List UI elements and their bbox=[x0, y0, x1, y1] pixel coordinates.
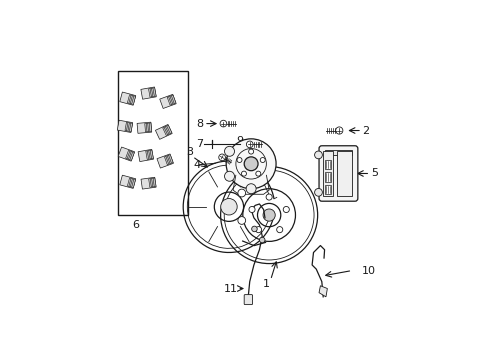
Text: 8: 8 bbox=[196, 118, 203, 129]
Polygon shape bbox=[148, 178, 156, 187]
Polygon shape bbox=[141, 87, 156, 99]
Text: 3: 3 bbox=[187, 147, 194, 157]
Circle shape bbox=[255, 226, 262, 233]
Text: 1: 1 bbox=[263, 279, 270, 289]
Circle shape bbox=[260, 158, 265, 162]
Polygon shape bbox=[127, 95, 136, 104]
Bar bbox=[118, 71, 188, 215]
Circle shape bbox=[246, 141, 253, 148]
Circle shape bbox=[237, 158, 242, 162]
Circle shape bbox=[226, 139, 276, 189]
Polygon shape bbox=[138, 149, 153, 162]
Circle shape bbox=[266, 194, 272, 200]
Circle shape bbox=[242, 171, 246, 176]
Polygon shape bbox=[125, 122, 133, 132]
Polygon shape bbox=[148, 88, 156, 97]
Circle shape bbox=[256, 171, 261, 176]
Circle shape bbox=[224, 171, 235, 181]
Circle shape bbox=[263, 209, 275, 221]
Bar bbox=[324, 150, 352, 156]
Text: 10: 10 bbox=[362, 266, 376, 276]
Polygon shape bbox=[160, 94, 176, 108]
Circle shape bbox=[219, 154, 225, 161]
Polygon shape bbox=[125, 150, 134, 161]
Circle shape bbox=[238, 189, 245, 197]
Polygon shape bbox=[319, 286, 327, 297]
Polygon shape bbox=[164, 155, 173, 165]
Polygon shape bbox=[127, 178, 136, 188]
Circle shape bbox=[244, 157, 258, 171]
Circle shape bbox=[249, 206, 255, 212]
Circle shape bbox=[259, 237, 265, 243]
Circle shape bbox=[336, 127, 343, 134]
Polygon shape bbox=[146, 150, 153, 159]
Polygon shape bbox=[117, 120, 133, 132]
Polygon shape bbox=[157, 154, 173, 168]
Text: 4: 4 bbox=[194, 160, 200, 170]
Polygon shape bbox=[137, 122, 152, 133]
Text: 11: 11 bbox=[223, 284, 237, 293]
Circle shape bbox=[277, 226, 283, 233]
Polygon shape bbox=[141, 177, 156, 189]
Circle shape bbox=[220, 198, 237, 215]
Text: 5: 5 bbox=[371, 168, 378, 179]
Polygon shape bbox=[120, 92, 136, 105]
Bar bbox=[323, 151, 333, 195]
Circle shape bbox=[224, 146, 235, 156]
Polygon shape bbox=[120, 175, 136, 188]
Bar bbox=[337, 151, 352, 196]
Circle shape bbox=[315, 151, 322, 159]
Text: 2: 2 bbox=[362, 126, 369, 135]
Polygon shape bbox=[145, 123, 152, 132]
Circle shape bbox=[220, 120, 227, 127]
Bar bbox=[325, 159, 331, 169]
FancyBboxPatch shape bbox=[244, 294, 252, 305]
Bar bbox=[325, 185, 331, 194]
Circle shape bbox=[283, 206, 289, 212]
Circle shape bbox=[252, 226, 257, 232]
Circle shape bbox=[315, 188, 322, 196]
Polygon shape bbox=[163, 125, 172, 135]
Polygon shape bbox=[167, 95, 176, 105]
Circle shape bbox=[246, 184, 256, 194]
Polygon shape bbox=[118, 147, 135, 161]
Text: 6: 6 bbox=[133, 220, 140, 230]
FancyBboxPatch shape bbox=[319, 146, 358, 201]
Text: 9: 9 bbox=[237, 136, 244, 146]
Polygon shape bbox=[155, 125, 172, 139]
Bar bbox=[325, 172, 331, 182]
Circle shape bbox=[238, 217, 245, 224]
Text: 7: 7 bbox=[196, 139, 203, 149]
Circle shape bbox=[248, 149, 254, 154]
